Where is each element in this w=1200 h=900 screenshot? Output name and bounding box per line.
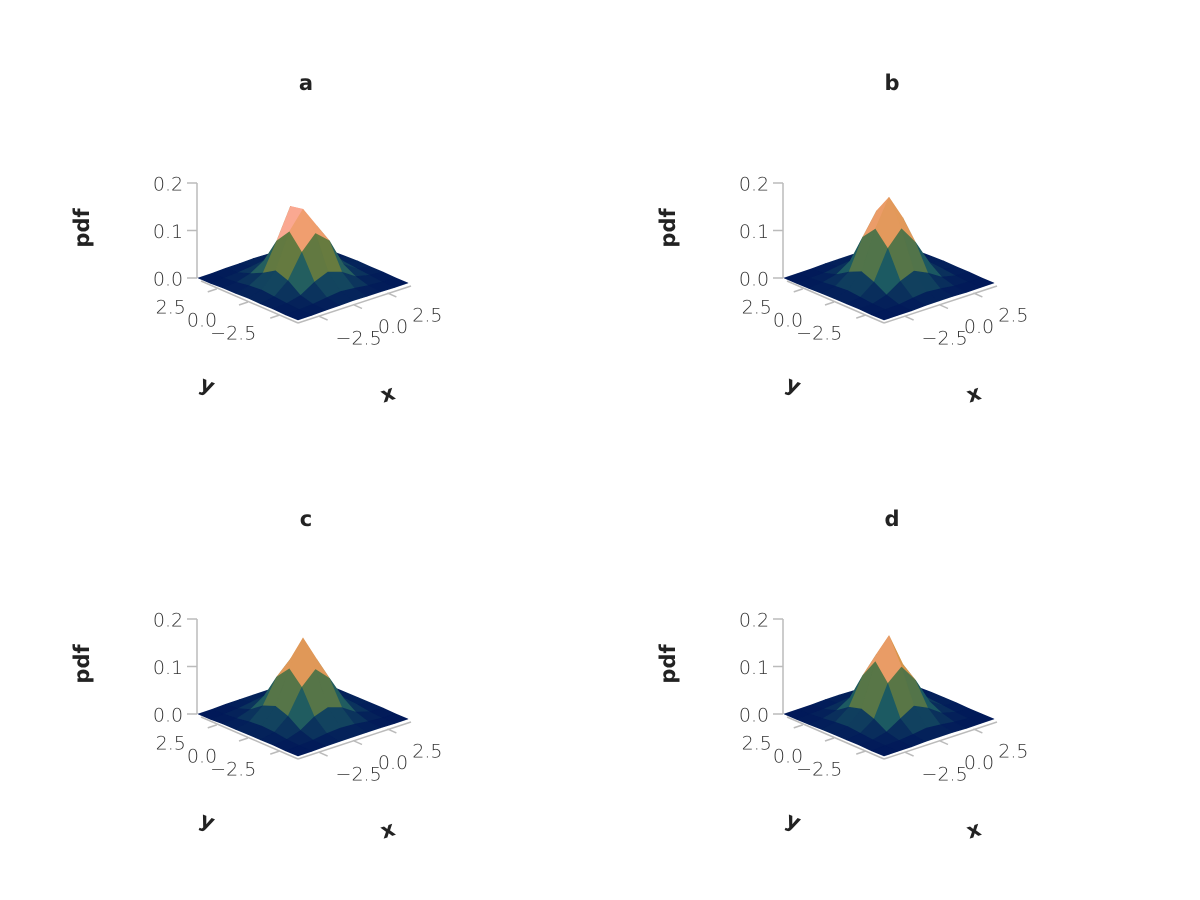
y-tick-label: −2.5 xyxy=(796,759,842,781)
surface-cell xyxy=(285,309,313,321)
y-axis-label: y xyxy=(197,371,219,398)
surface-cell xyxy=(285,745,313,757)
z-tick-label: 0.1 xyxy=(153,221,183,243)
z-tick-label: 0.2 xyxy=(153,174,183,196)
y-tick xyxy=(793,724,803,729)
x-tick xyxy=(318,315,328,321)
y-tick xyxy=(207,724,217,729)
x-tick xyxy=(904,751,914,757)
panel-title: c xyxy=(300,507,312,531)
panel-title: b xyxy=(884,71,899,95)
y-tick-label: 2.5 xyxy=(156,732,186,754)
x-tick-label: 2.5 xyxy=(998,304,1028,326)
y-tick xyxy=(238,301,249,306)
z-axis-label: pdf xyxy=(70,644,94,684)
x-tick-label: 2.5 xyxy=(412,740,442,762)
z-tick-label: 0.0 xyxy=(739,269,769,291)
x-tick xyxy=(938,739,949,746)
z-tick-label: 0.2 xyxy=(739,610,769,632)
surface-cell xyxy=(871,309,899,321)
z-tick-label: 0.2 xyxy=(739,174,769,196)
y-tick-label: −2.5 xyxy=(210,759,256,781)
z-tick-label: 0.0 xyxy=(153,705,183,727)
y-tick-label: 2.5 xyxy=(156,296,186,318)
x-tick xyxy=(973,292,983,298)
panel-title: a xyxy=(299,71,313,95)
y-axis-line xyxy=(786,280,885,324)
surface xyxy=(197,206,409,321)
x-tick xyxy=(387,728,397,734)
x-tick xyxy=(352,739,363,746)
surface xyxy=(783,635,995,757)
x-tick-label: −2.5 xyxy=(922,328,968,350)
y-tick xyxy=(270,314,280,319)
surface xyxy=(197,637,409,757)
x-tick-label: 2.5 xyxy=(998,740,1028,762)
x-tick-label: 0.0 xyxy=(378,316,408,338)
x-tick-label: 2.5 xyxy=(412,304,442,326)
y-tick xyxy=(270,750,280,755)
x-axis-label: x xyxy=(378,816,399,843)
y-tick-label: 0.0 xyxy=(773,310,803,332)
x-axis-label: x xyxy=(378,380,399,407)
y-tick xyxy=(238,737,249,742)
x-tick-label: −2.5 xyxy=(922,764,968,786)
x-tick xyxy=(387,292,397,298)
z-axis-label: pdf xyxy=(70,208,94,248)
z-axis-label: pdf xyxy=(656,644,680,684)
y-tick-label: 0.0 xyxy=(187,310,217,332)
z-tick-label: 0.0 xyxy=(153,269,183,291)
x-tick xyxy=(973,728,983,734)
y-tick-label: 2.5 xyxy=(742,732,772,754)
y-axis-line xyxy=(200,716,299,760)
y-tick xyxy=(824,737,835,742)
y-tick-label: 0.0 xyxy=(773,746,803,768)
y-tick-label: 0.0 xyxy=(187,746,217,768)
z-tick-label: 0.2 xyxy=(153,610,183,632)
surface-cell xyxy=(871,745,899,757)
z-tick-label: 0.1 xyxy=(739,657,769,679)
x-tick xyxy=(938,303,949,310)
y-tick-label: −2.5 xyxy=(210,323,256,345)
x-tick-label: −2.5 xyxy=(336,328,382,350)
z-tick-label: 0.1 xyxy=(739,221,769,243)
y-tick-label: 2.5 xyxy=(742,296,772,318)
y-axis-label: y xyxy=(783,371,805,398)
x-tick xyxy=(904,315,914,321)
y-axis-label: y xyxy=(197,807,219,834)
y-axis-line xyxy=(786,716,885,760)
y-tick xyxy=(856,750,866,755)
x-tick xyxy=(318,751,328,757)
x-tick xyxy=(352,303,363,310)
x-tick-label: −2.5 xyxy=(336,764,382,786)
panel-title: d xyxy=(884,507,899,531)
y-tick xyxy=(793,288,803,293)
x-tick-label: 0.0 xyxy=(964,752,994,774)
y-axis-label: y xyxy=(783,807,805,834)
y-tick xyxy=(824,301,835,306)
z-axis-label: pdf xyxy=(656,208,680,248)
y-tick xyxy=(207,288,217,293)
z-tick-label: 0.1 xyxy=(153,657,183,679)
x-tick-label: 0.0 xyxy=(964,316,994,338)
y-tick xyxy=(856,314,866,319)
z-tick-label: 0.0 xyxy=(739,705,769,727)
x-axis-label: x xyxy=(964,380,985,407)
y-tick-label: −2.5 xyxy=(796,323,842,345)
x-tick-label: 0.0 xyxy=(378,752,408,774)
y-axis-line xyxy=(200,280,299,324)
x-axis-label: x xyxy=(964,816,985,843)
surface xyxy=(783,197,995,321)
